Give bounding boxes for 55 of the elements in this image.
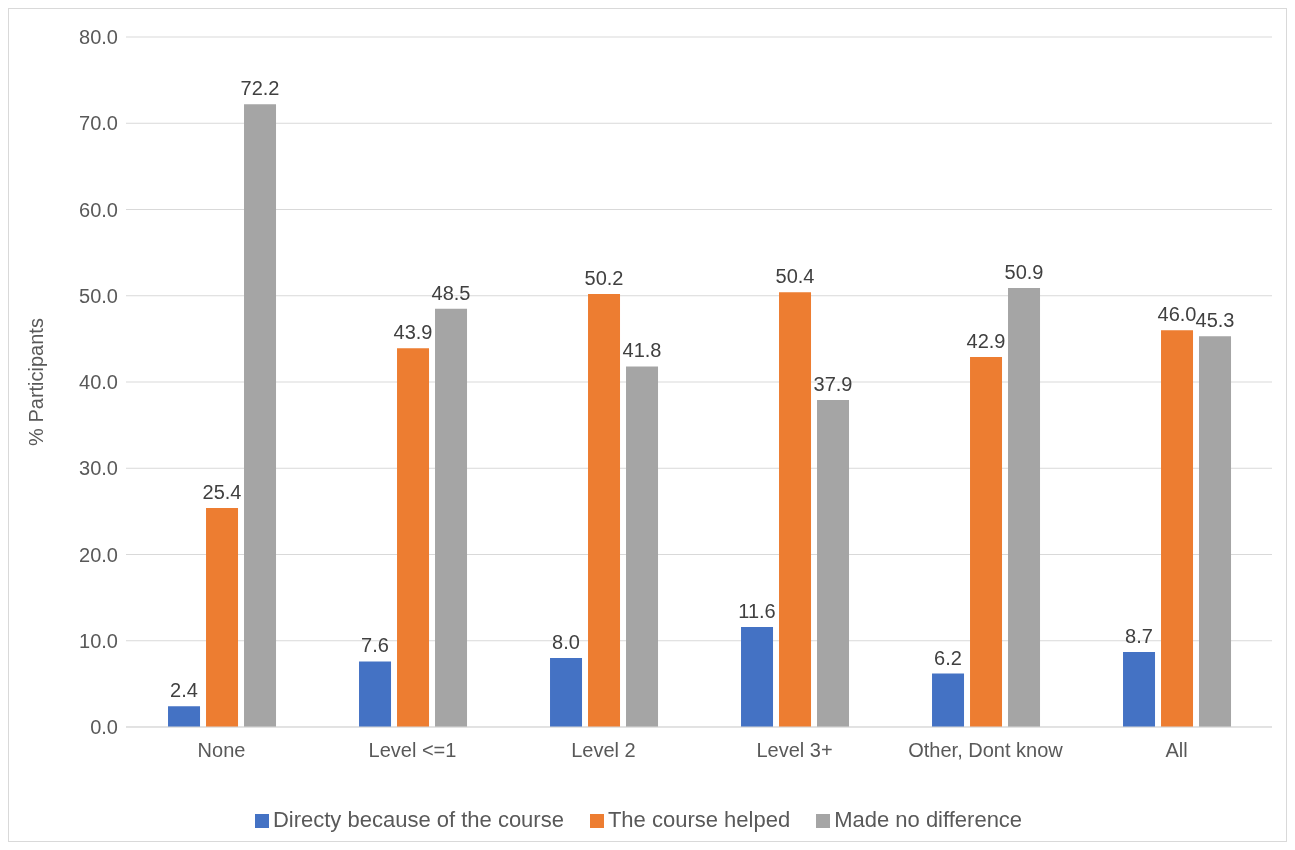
bar [550,658,583,727]
bar [244,104,277,727]
bar [932,673,965,727]
data-label: 48.5 [431,281,471,304]
data-label: 25.4 [202,480,242,503]
bar [741,626,774,727]
legend-label: Made no difference [834,807,1023,832]
data-label: 7.6 [361,634,389,657]
y-tick-label: 30.0 [79,457,118,480]
x-tick-label: All [1165,739,1188,762]
data-label: 50.4 [775,265,815,288]
bar [1161,330,1194,727]
data-label: 72.2 [240,77,280,100]
data-label: 42.9 [966,329,1006,352]
x-tick-label: Other, Dont know [908,739,1064,762]
y-tick-label: 0.0 [90,716,118,739]
y-tick-label: 80.0 [79,26,118,49]
data-label: 37.9 [813,373,853,396]
bar [168,706,201,727]
data-label: 2.4 [170,679,198,702]
bar [1008,287,1041,727]
data-label: 50.2 [584,267,624,290]
y-tick-label: 40.0 [79,371,118,394]
bar [359,661,392,727]
data-label: 6.2 [934,646,962,669]
y-tick-label: 50.0 [79,284,118,307]
data-label: 41.8 [622,339,662,362]
y-tick-label: 20.0 [79,543,118,566]
data-label: 8.7 [1125,624,1153,647]
y-tick-label: 10.0 [79,629,118,652]
bar [817,400,850,727]
legend-label: The course helped [607,807,791,832]
data-label: 50.9 [1004,260,1044,283]
bar [588,294,621,727]
y-tick-label: 60.0 [79,198,118,221]
x-tick-label: Level 3+ [756,739,833,762]
bar [435,308,468,727]
bar [206,507,239,727]
data-label: 8.0 [552,631,580,653]
bar [970,356,1003,727]
bar [1123,651,1156,727]
bar [779,292,812,727]
bar [397,348,430,727]
data-label: 43.9 [393,321,433,344]
bar [1199,336,1232,727]
data-label: 46.0 [1157,303,1197,326]
y-axis-title: % Participants [25,318,48,446]
y-tick-label: 70.0 [79,112,118,135]
data-label: 11.6 [738,599,776,622]
data-label: 45.3 [1195,309,1235,332]
bar [626,366,659,727]
x-tick-label: Level <=1 [368,739,457,762]
legend-label: Directy because of the course [272,807,564,832]
x-tick-label: None [197,739,246,762]
x-tick-label: Level 2 [571,739,636,762]
